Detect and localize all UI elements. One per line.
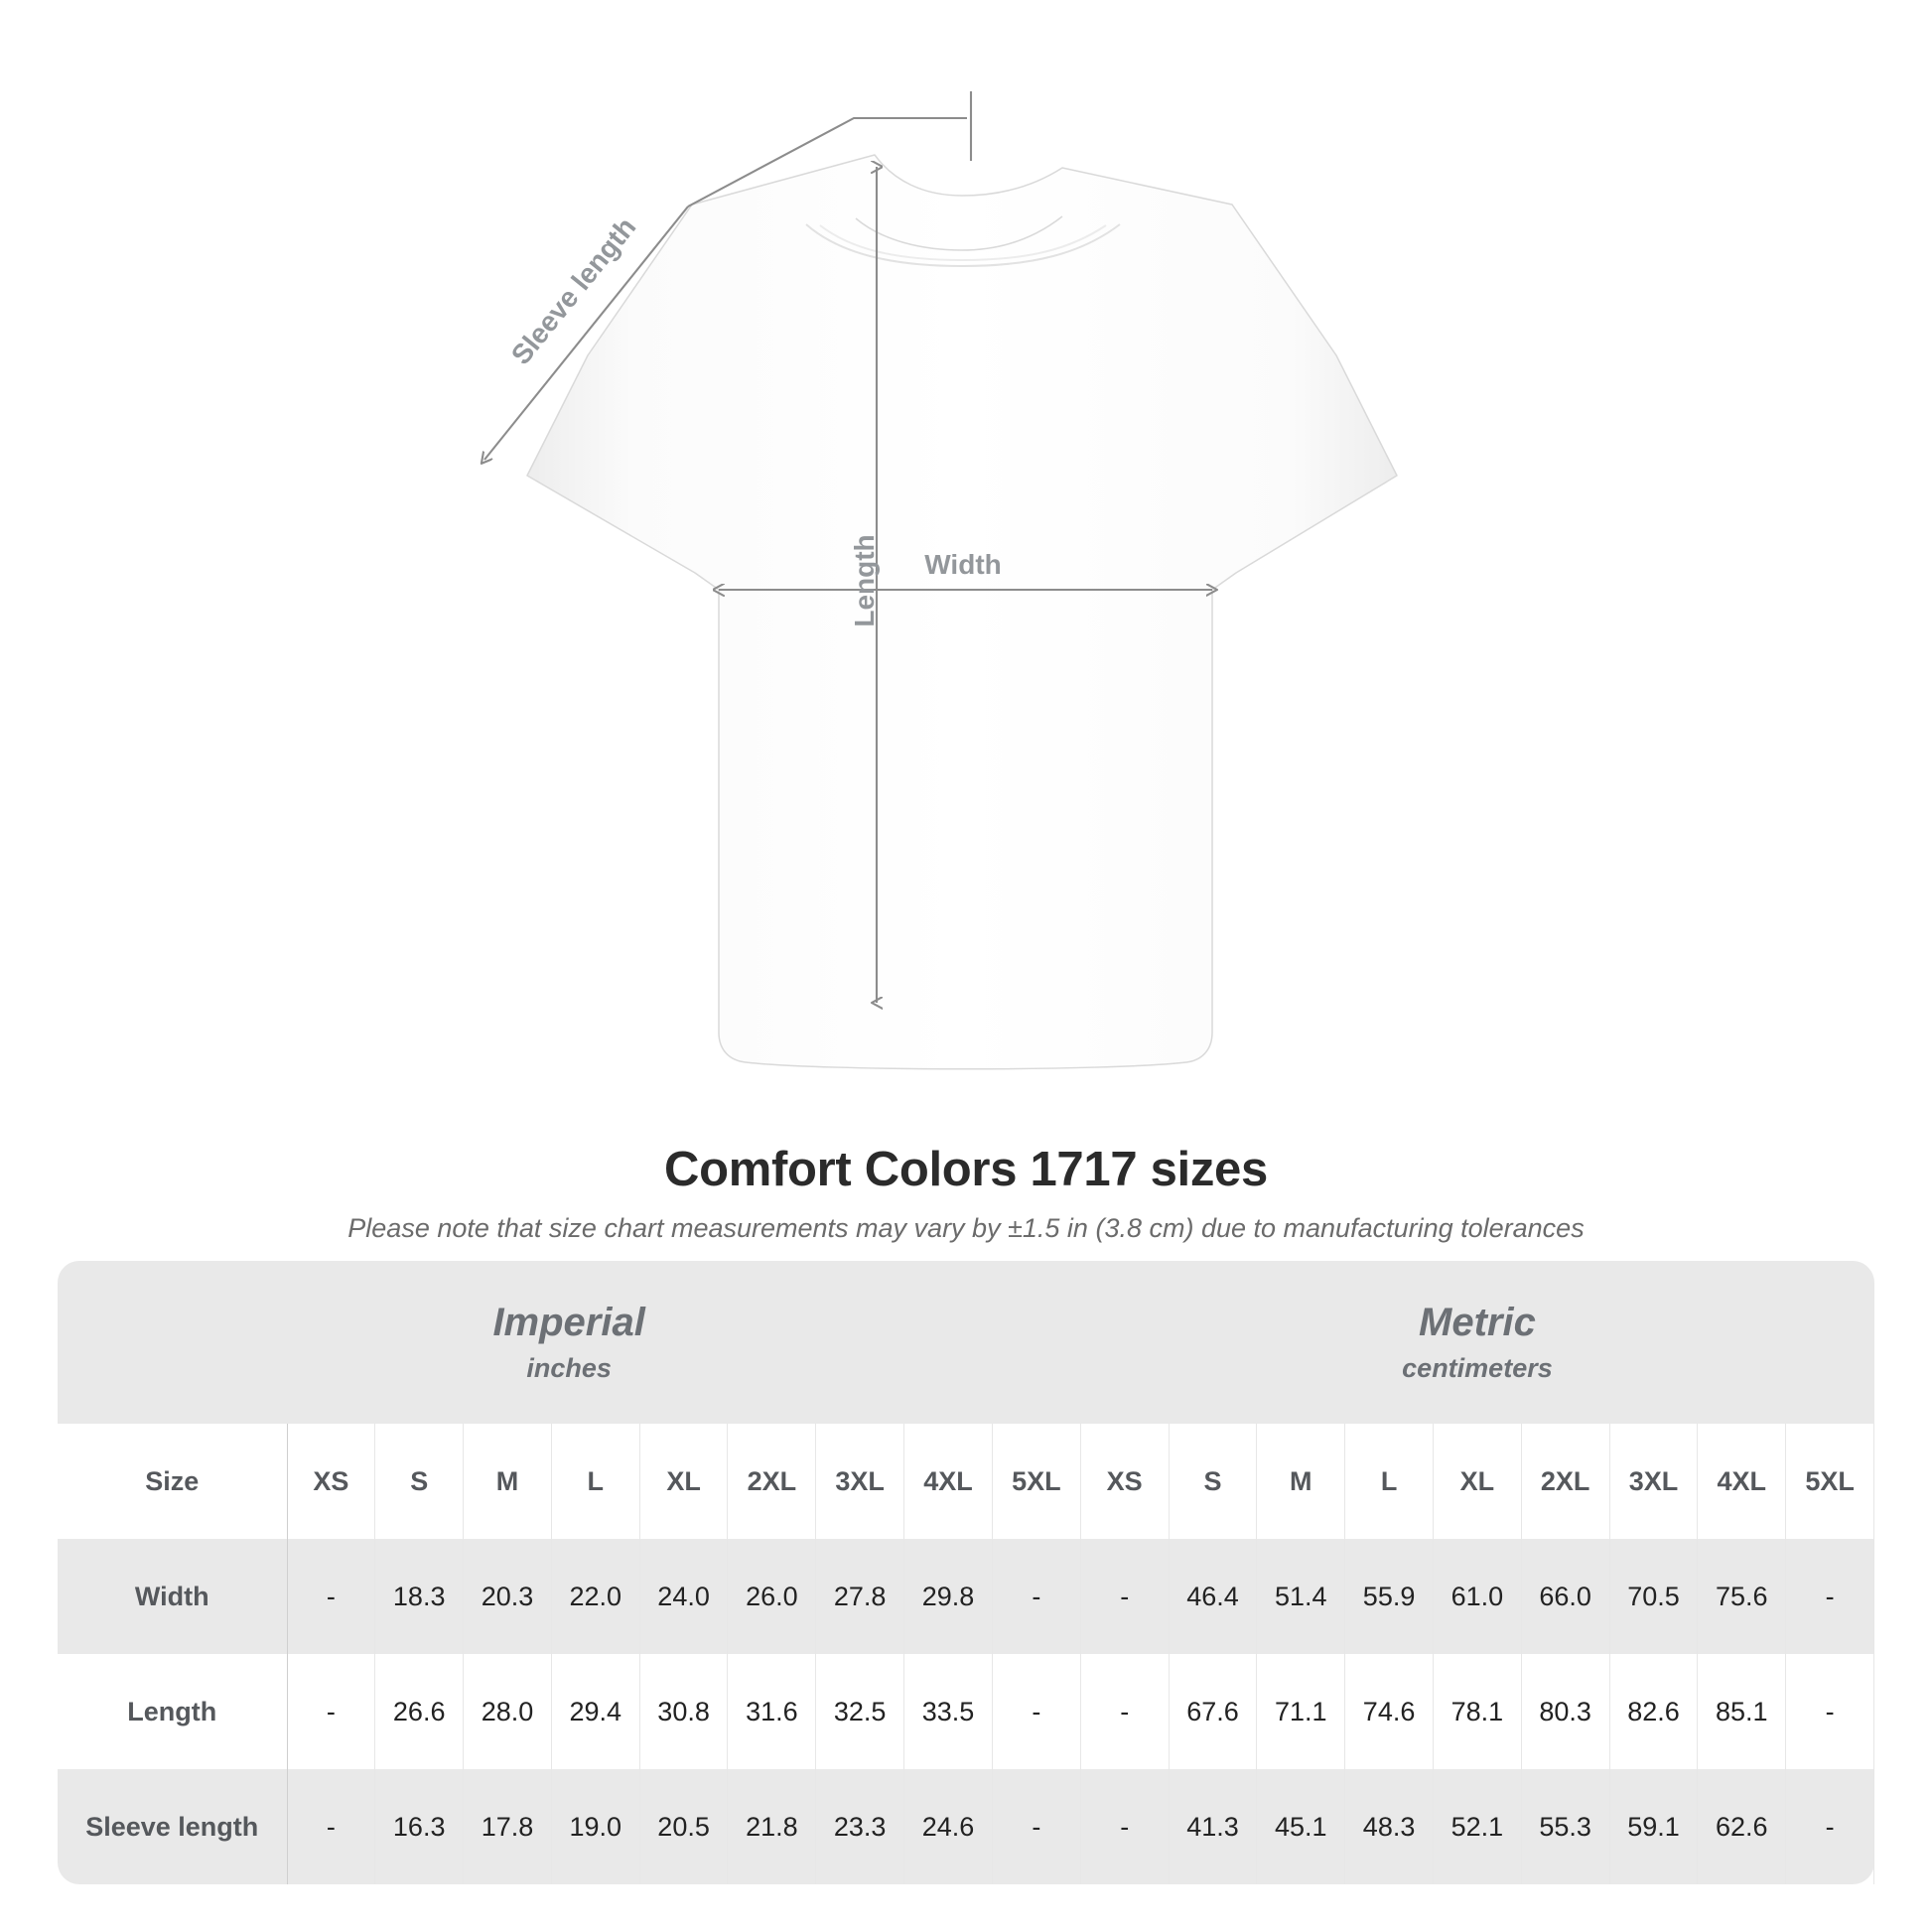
svg-text:Width: Width: [924, 549, 1002, 580]
svg-text:Length: Length: [849, 534, 880, 626]
